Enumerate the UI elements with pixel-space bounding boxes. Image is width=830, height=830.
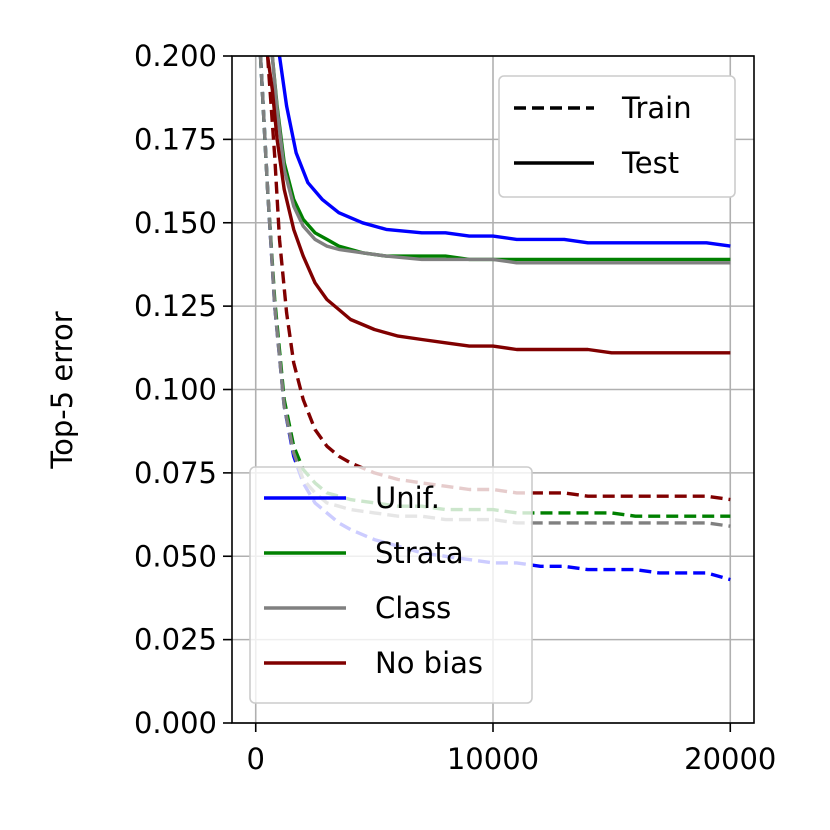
y-tick-label: 0.175 — [134, 122, 217, 156]
legend-label-train: Train — [621, 91, 692, 125]
y-tick-label: 0.025 — [134, 623, 217, 657]
y-tick-label: 0.100 — [134, 373, 217, 407]
style-legend-box — [498, 75, 736, 198]
y-axis-label: Top-5 error — [45, 311, 79, 469]
series-line-unif-test — [277, 56, 731, 248]
y-tick-label: 0.075 — [134, 456, 217, 490]
method-legend: Unif. Strata Class No bias — [249, 466, 533, 704]
legend-label-test: Test — [621, 146, 679, 180]
y-tick-label: 0.000 — [134, 706, 217, 740]
x-tick-label: 20000 — [684, 742, 776, 776]
y-tick-label: 0.050 — [134, 539, 217, 573]
x-tick-label: 10000 — [447, 742, 539, 776]
legend-label-no-bias: No bias — [375, 646, 483, 680]
series-line-no-bias-test — [265, 56, 731, 355]
legend-label-class: Class — [375, 591, 451, 625]
style-legend: Train Test — [498, 75, 736, 198]
x-tick-label: 0 — [247, 742, 265, 776]
y-tick-label: 0.200 — [134, 39, 217, 73]
legend-label-unif: Unif. — [375, 481, 440, 515]
y-tick-label: 0.125 — [134, 289, 217, 323]
legend-label-strata: Strata — [375, 536, 464, 570]
y-tick-label: 0.150 — [134, 206, 217, 240]
series-line-class-test — [270, 56, 731, 265]
method-legend-box — [249, 466, 533, 704]
axis-ticks: 0 10000 20000 0.000 0.025 0.050 0.075 0.100 0.12… — [134, 39, 776, 776]
